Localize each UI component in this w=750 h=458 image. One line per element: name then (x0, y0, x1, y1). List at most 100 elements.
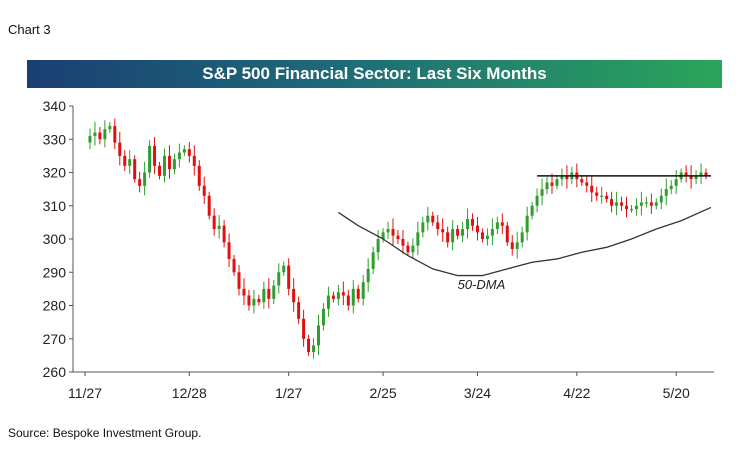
candle-body (441, 229, 445, 233)
candle-body (351, 288, 355, 306)
candle-body (307, 338, 311, 353)
candle-body (297, 302, 301, 319)
candle-body (326, 295, 330, 309)
candle-body (550, 182, 554, 186)
candle-body (277, 272, 281, 286)
candle-body (252, 298, 256, 306)
moving-average-label: 50-DMA (458, 277, 506, 292)
candle-body (694, 175, 698, 180)
candle-body (242, 288, 246, 296)
candle-body (162, 155, 166, 176)
candle-body (207, 195, 211, 216)
y-tick-label: 310 (43, 198, 67, 214)
candle-body (406, 245, 410, 253)
candle-body (411, 245, 415, 253)
candle-body (659, 195, 663, 203)
candle-body (302, 318, 306, 339)
candle-body (172, 159, 176, 170)
candle-body (664, 189, 668, 196)
x-tick-label: 3/24 (464, 385, 491, 401)
candle-body (316, 325, 320, 346)
candle-body (605, 195, 609, 200)
candle-body (704, 172, 708, 176)
candle-body (639, 202, 643, 206)
candle-body (123, 155, 127, 166)
candle-body (634, 205, 638, 210)
candle-body (421, 222, 425, 233)
candle-body (386, 229, 390, 233)
y-tick-label: 330 (43, 131, 67, 147)
candle-body (182, 149, 186, 153)
x-tick-label: 4/22 (563, 385, 590, 401)
candle-body (480, 232, 484, 239)
candle-body (615, 202, 619, 206)
candle-body (401, 239, 405, 246)
chart-plot: 260 270 280 290 300 310 320 330 340 11/27 12/28 1/2… (43, 98, 714, 401)
candle-body (461, 229, 465, 236)
candle-body (167, 155, 171, 170)
candle-body (446, 232, 450, 243)
candle-body (153, 145, 157, 166)
x-tick-label: 1/27 (275, 385, 302, 401)
candle-body (262, 288, 266, 303)
candle-body (649, 202, 653, 206)
candle-body (356, 288, 360, 299)
y-tick-label: 260 (43, 364, 67, 380)
x-tick-label: 11/27 (68, 385, 102, 401)
candle-body (515, 242, 519, 249)
candle-body (336, 292, 340, 299)
candle-body (138, 179, 142, 186)
candle-body (644, 202, 648, 204)
candle-body (371, 252, 375, 269)
candle-body (376, 239, 380, 253)
candle-body (585, 182, 589, 186)
candle-body (321, 308, 325, 326)
candle-body (565, 175, 569, 180)
y-tick-label: 270 (43, 331, 67, 347)
y-tick-label: 300 (43, 231, 67, 247)
y-tick-label: 280 (43, 298, 67, 314)
candle-body (192, 155, 196, 166)
candle-body (103, 129, 107, 140)
candle-body (510, 242, 514, 249)
candle-body (560, 175, 564, 180)
candle-body (282, 265, 286, 273)
candle-body (381, 232, 385, 239)
x-tick-label: 5/20 (663, 385, 690, 401)
candle-body (98, 132, 102, 140)
candle-body (625, 205, 629, 210)
candle-body (610, 199, 614, 206)
candle-body (267, 288, 271, 299)
y-tick-label: 340 (43, 98, 67, 114)
candle-body (143, 172, 147, 186)
candle-body (237, 272, 241, 289)
candle-body (689, 175, 693, 180)
candle-body (674, 179, 678, 186)
candle-body (475, 225, 479, 233)
candle-body (232, 258, 236, 273)
candle-body (451, 229, 455, 243)
chart-label: Chart 3 (8, 22, 51, 37)
candle-body (580, 179, 584, 183)
candle-body (620, 202, 624, 206)
candle-body (654, 202, 658, 206)
candle-body (312, 345, 316, 353)
candle-body (187, 149, 191, 156)
candle-body (525, 215, 529, 233)
chart-title: S&P 500 Financial Sector: Last Six Month… (202, 64, 547, 83)
candle-body (361, 282, 365, 299)
moving-average-line (338, 206, 712, 277)
candle-body (287, 265, 291, 289)
candle-body (629, 209, 633, 211)
candle-body (272, 285, 276, 299)
candle-body (158, 165, 162, 176)
candle-body (247, 295, 251, 306)
candle-body (93, 132, 97, 136)
candle-body (257, 298, 261, 303)
candle-body (331, 295, 335, 299)
candle-body (391, 229, 395, 236)
candle-body (530, 205, 534, 216)
candle-body (88, 135, 92, 143)
candle-body (212, 215, 216, 230)
candle-body (485, 235, 489, 239)
